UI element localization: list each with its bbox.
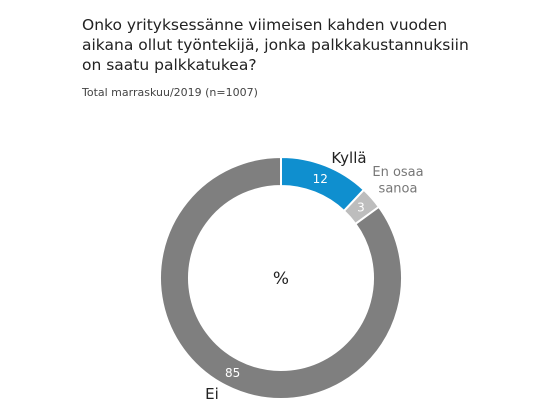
slice-category-label-2: Ei (205, 385, 219, 403)
slice-value-label-0: 12 (313, 172, 328, 186)
chart-title-line-1: Onko yrityksessänne viimeisen kahden vuo… (82, 16, 448, 34)
slice-value-label-2: 85 (225, 366, 240, 380)
chart-subtitle: Total marraskuu/2019 (n=1007) (82, 86, 258, 99)
chart-title-line-2: aikana ollut työntekijä, jonka palkkakus… (82, 36, 469, 54)
chart-title: Onko yrityksessänne viimeisen kahden vuo… (82, 15, 522, 75)
slice-2 (159, 155, 403, 400)
slice-category-label-0: Kyllä (331, 149, 366, 167)
center-label: % (273, 269, 289, 289)
chart-title-line-3: on saatu palkkatukea? (82, 56, 257, 74)
slice-value-label-1: 3 (357, 201, 365, 215)
slice-category-label-1: En osaa sanoa (372, 165, 423, 196)
